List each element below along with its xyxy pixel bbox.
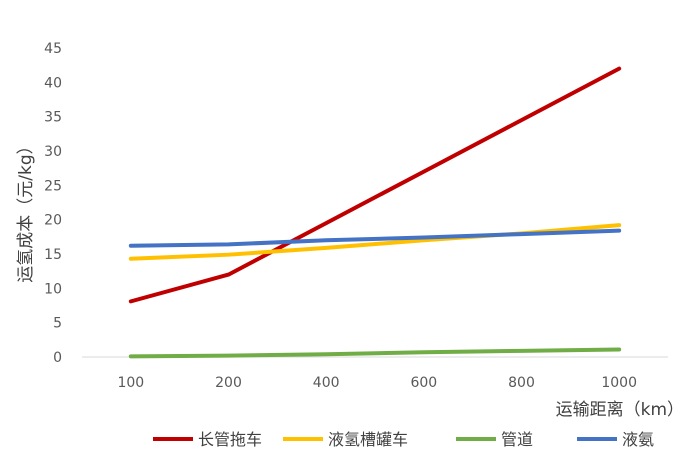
y-tick-label: 30 (44, 144, 62, 160)
x-tick-label: 1000 (601, 375, 637, 391)
x-axis-title: 运输距离（km） (556, 400, 684, 420)
y-tick-label: 25 (44, 178, 62, 194)
x-axis-ticks: 100 200 400 600 800 1000 (117, 375, 637, 391)
legend-item-0[interactable]: 长管拖车 (153, 430, 262, 449)
y-tick-label: 20 (44, 213, 62, 229)
legend-item-1[interactable]: 液氢槽罐车 (283, 430, 408, 449)
y-tick-label: 35 (44, 110, 62, 126)
x-tick-label: 600 (410, 375, 437, 391)
y-tick-label: 45 (44, 41, 62, 57)
legend-label: 液氨 (622, 430, 654, 449)
legend-item-3[interactable]: 液氨 (577, 430, 654, 449)
legend-label: 管道 (501, 430, 533, 449)
y-axis-ticks: 0 5 10 15 20 25 30 35 40 45 (44, 41, 62, 366)
series-line-1 (128, 223, 622, 261)
x-tick-label: 800 (508, 375, 535, 391)
series-line-0 (128, 66, 622, 304)
series-line-3 (128, 228, 622, 248)
legend-label: 液氢槽罐车 (328, 430, 408, 449)
x-tick-label: 200 (215, 375, 242, 391)
y-axis-title: 运氢成本（元/kg） (16, 137, 36, 282)
legend-item-2[interactable]: 管道 (456, 430, 533, 449)
y-tick-label: 10 (44, 281, 62, 297)
x-tick-label: 100 (117, 375, 144, 391)
series-line-2 (128, 347, 622, 359)
legend-label: 长管拖车 (198, 430, 262, 449)
legend[interactable]: 长管拖车 液氢槽罐车 管道 液氨 (153, 430, 654, 449)
y-tick-label: 15 (44, 247, 62, 263)
y-tick-label: 5 (53, 316, 62, 332)
series-lines (128, 66, 622, 359)
y-tick-label: 40 (44, 75, 62, 91)
x-tick-label: 400 (313, 375, 340, 391)
y-tick-label: 0 (53, 350, 62, 366)
